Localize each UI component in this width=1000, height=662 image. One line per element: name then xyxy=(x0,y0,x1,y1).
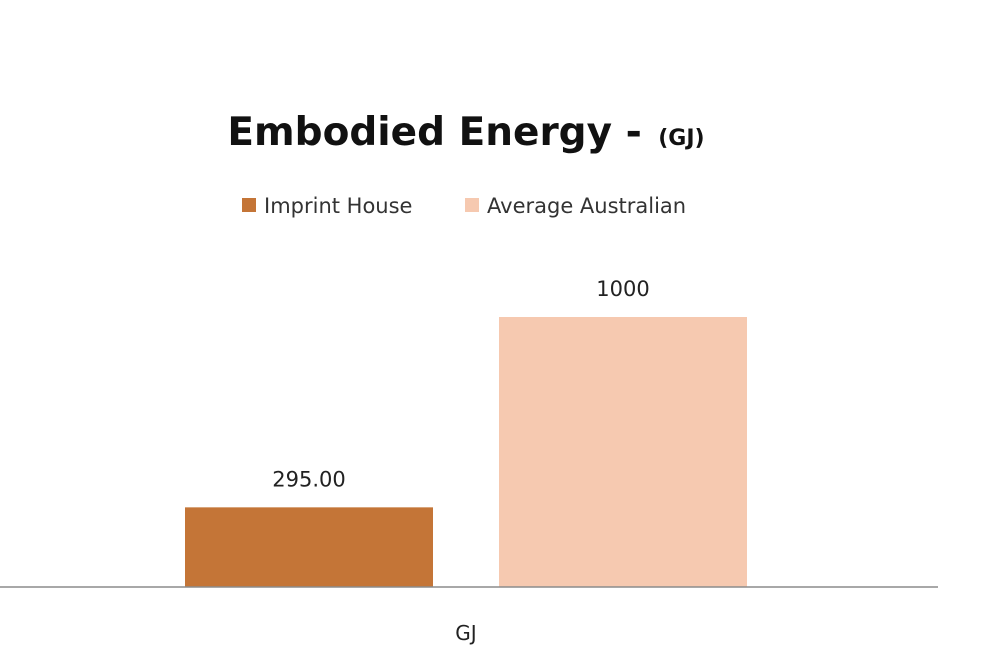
chart-title-text: Embodied Energy - xyxy=(227,110,641,155)
legend-swatch-imprint-house xyxy=(242,198,256,212)
data-label-imprint-house: 295.00 xyxy=(272,467,345,491)
chart-title-unit: (GJ) xyxy=(658,126,704,151)
legend-label-imprint-house: Imprint House xyxy=(264,194,412,218)
legend-swatch-average-australian xyxy=(465,198,479,212)
chart-bars xyxy=(185,317,747,587)
legend-label-average-australian: Average Australian xyxy=(487,194,686,218)
bar-imprint-house xyxy=(185,507,433,587)
chart-title: Embodied Energy - (GJ) xyxy=(227,110,704,155)
bar-average-australian xyxy=(499,317,747,587)
data-label-average-australian: 1000 xyxy=(596,277,649,301)
x-tick-label: GJ xyxy=(455,621,476,645)
chart-data-labels: 295.00 1000 xyxy=(272,277,649,491)
chart-legend: Imprint House Average Australian xyxy=(242,194,686,218)
svg-text:Embodied Energy - (GJ): Embodied Energy - (GJ) xyxy=(227,110,704,155)
